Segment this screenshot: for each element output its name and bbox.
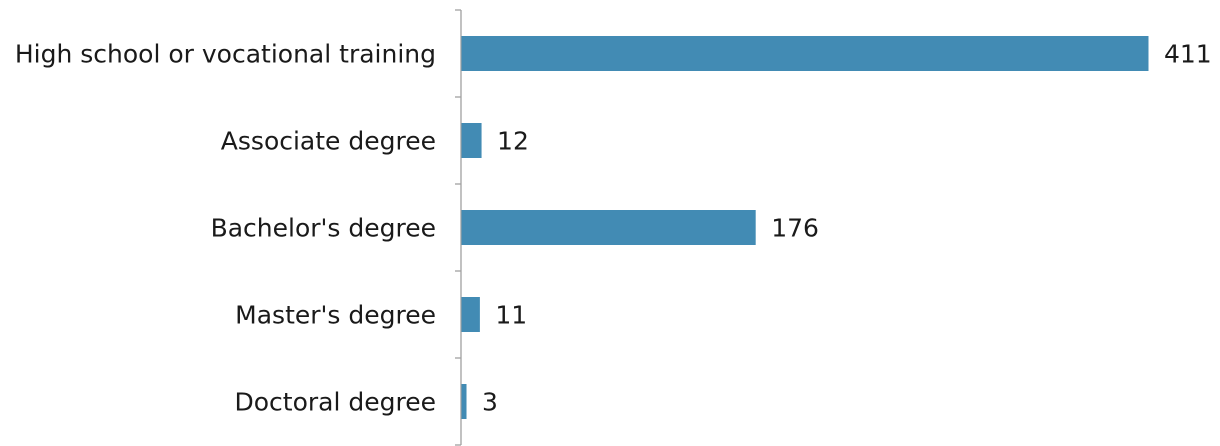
labels: High school or vocational training 411 Ass… bbox=[15, 40, 1212, 417]
category-label: High school or vocational training bbox=[15, 40, 436, 69]
bars bbox=[461, 36, 1149, 419]
category-label: Associate degree bbox=[221, 127, 436, 156]
bar bbox=[461, 210, 756, 245]
data-label: 11 bbox=[495, 301, 527, 330]
data-label: 411 bbox=[1164, 40, 1212, 69]
data-label: 12 bbox=[497, 127, 529, 156]
bar bbox=[461, 384, 467, 419]
bar bbox=[461, 123, 482, 158]
data-label: 3 bbox=[482, 388, 498, 417]
category-label: Master's degree bbox=[235, 301, 436, 330]
bar bbox=[461, 297, 480, 332]
category-label: Bachelor's degree bbox=[211, 214, 436, 243]
bar bbox=[461, 36, 1149, 71]
data-label: 176 bbox=[771, 214, 819, 243]
category-axis bbox=[455, 9, 462, 446]
category-label: Doctoral degree bbox=[235, 388, 437, 417]
